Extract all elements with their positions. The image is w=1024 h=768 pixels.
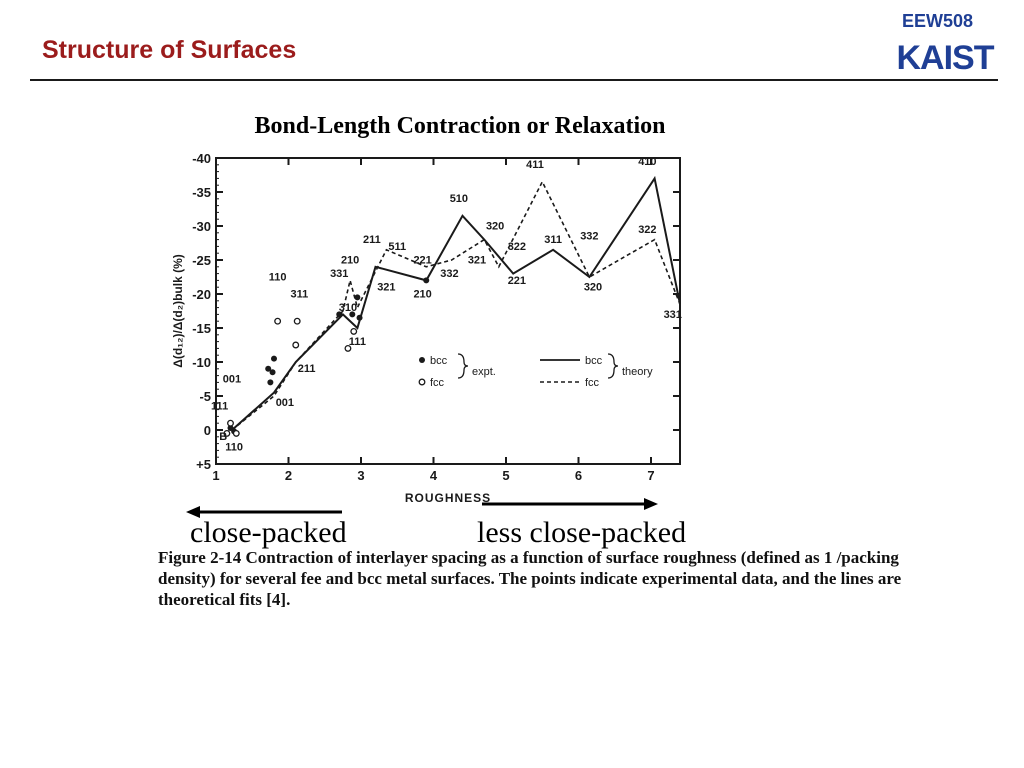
point-label: 322 [508,241,526,253]
y-tick-label: 0 [204,423,211,438]
x-tick-label: 7 [647,468,654,483]
point-label: 410 [638,156,656,168]
point-label: 211 [298,363,316,375]
legend-theory-label: theory [622,366,653,378]
y-tick-label: -20 [192,287,211,302]
expt-bcc-point [349,311,356,318]
expt-bcc-point [423,277,430,284]
point-label: 111 [349,336,366,348]
plot-frame [215,157,681,465]
point-label: 511 [388,241,406,253]
point-label: 210 [413,288,431,300]
point-label: 211 [363,234,381,246]
legend-expt-bcc: bcc [430,355,448,367]
point-label: 322 [638,224,656,236]
point-label: 510 [450,193,468,205]
y-tick-label: -35 [192,185,211,200]
legend-theory-brace [607,353,619,379]
x-axis-label: ROUGHNESS [405,491,491,505]
legend-expt-fcc-marker [418,378,426,386]
close-packed-arrow [186,506,342,518]
expt-bcc-point [356,314,363,321]
x-tick-label: 3 [357,468,364,483]
less-close-packed-arrow [482,498,658,510]
expt-bcc-point [269,369,276,376]
point-label: 111 [211,401,228,413]
expt-bcc-point [271,355,277,362]
x-tick-label: 6 [575,468,582,483]
y-axis-label: Δ(d₁₂)/Δ(d₂)bulk (%) [171,254,185,368]
series-line-bcc [231,175,681,431]
close-packed-label: close-packed [190,516,347,549]
expt-fcc-point [232,429,240,437]
point-label: 332 [580,231,598,243]
point-label: 321 [468,254,486,266]
point-label: 221 [508,275,526,287]
expt-fcc-point [223,429,231,437]
point-label: 110 [225,441,243,453]
expt-fcc-point [350,327,358,335]
x-tick-label: 5 [502,468,509,483]
kaist-logo: KAIST [892,40,998,74]
y-tick-label: -30 [192,219,211,234]
point-label: 411 [526,159,544,171]
expt-bcc-point [354,294,361,301]
expt-bcc-point [265,365,272,372]
expt-fcc-point [292,341,300,349]
x-tick-label: 1 [212,468,219,483]
point-label: 320 [486,220,504,232]
legend-expt-label: expt. [472,366,496,378]
expt-bcc-point [336,311,343,318]
y-tick-label: -10 [192,355,211,370]
y-tick-label: -5 [199,389,211,404]
series-line-fcc [231,180,681,431]
y-tick-label: -40 [192,151,211,166]
point-label: 320 [584,282,602,294]
point-label: 001 [276,397,294,409]
y-tick-label: +5 [196,457,211,472]
expt-fcc-point [227,419,234,427]
x-tick-label: 4 [430,468,438,483]
point-label: 332 [440,268,458,280]
point-label: 001 [223,373,241,385]
point-label: 331 [330,268,348,280]
course-code: EEW508 [902,11,974,31]
point-label: 321 [377,282,395,294]
header-divider [30,79,998,81]
x-tick-label: 2 [285,468,292,483]
point-label: 210 [341,254,359,266]
legend-theory-bcc: bcc [585,355,603,367]
point-label: 221 [413,254,431,266]
logo-text: KAIST [897,40,995,74]
chart-title: Bond-Length Contraction or Relaxation [254,113,666,139]
slide-title: Structure of Surfaces [42,36,297,64]
point-label: 110 [269,271,287,283]
chart: -40 -35 -30 -25 -20 -15 -10 -5 0 +51 2 3 4 5 6 7 ROUGHNE… [171,151,682,505]
point-label: B [219,431,227,443]
legend-theory-fcc: fcc [585,377,600,389]
point-label: 331 [664,309,682,321]
point-label: 311 [291,288,309,300]
point-label: 310 [339,302,357,314]
legend-expt-brace [457,353,469,379]
y-tick-label: -25 [192,253,211,268]
expt-fcc-point [293,317,301,325]
y-tick-label: -15 [192,321,211,336]
expt-fcc-point [344,344,352,352]
legend-expt-fcc: fcc [430,377,445,389]
point-label: 311 [544,234,562,246]
figure-caption: Figure 2-14 Contraction of interlayer sp… [158,548,902,609]
expt-bcc-point [267,379,274,386]
expt-fcc-point [274,317,282,325]
less-close-packed-label: less close-packed [477,516,687,549]
legend-expt-bcc-marker [419,357,425,363]
